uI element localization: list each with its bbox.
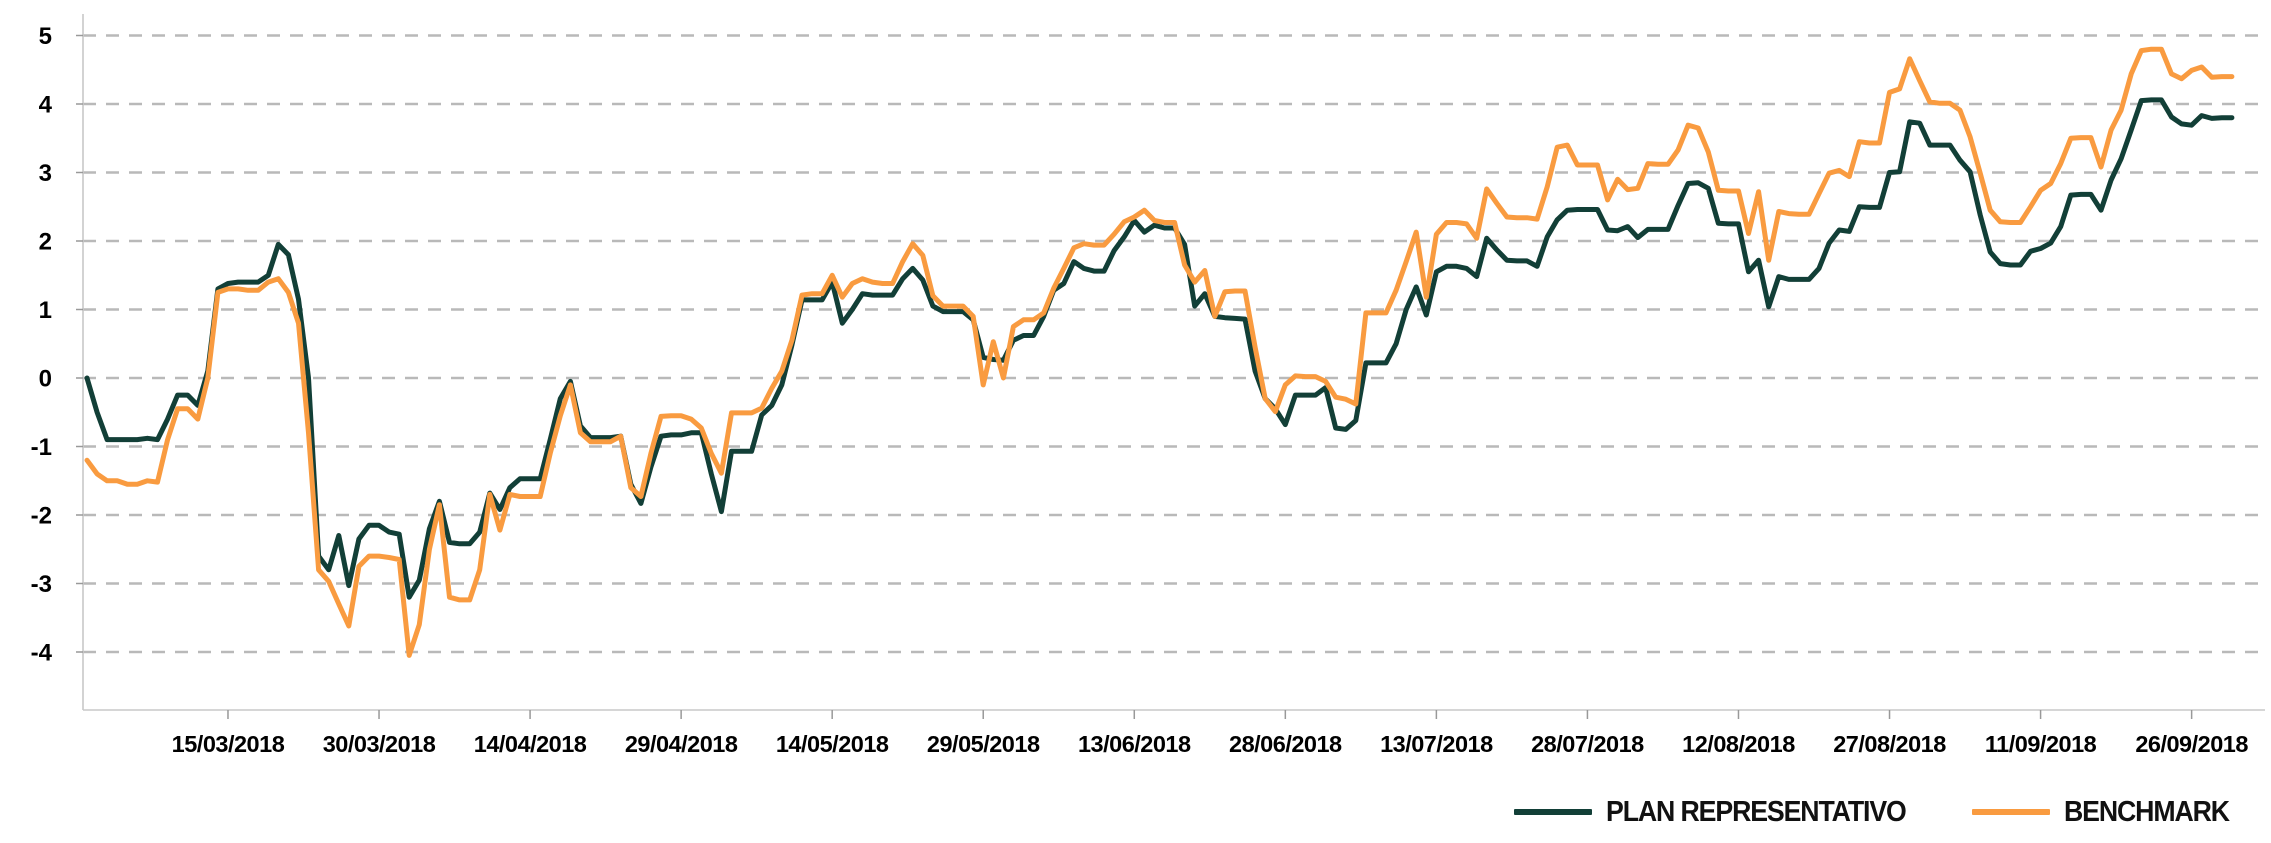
svg-text:13/06/2018: 13/06/2018	[1078, 731, 1191, 757]
benchmark-line	[84, 46, 2235, 658]
svg-text:28/06/2018: 28/06/2018	[1229, 731, 1342, 757]
axis-lines	[82, 14, 2265, 711]
svg-text:4: 4	[39, 92, 53, 119]
svg-text:14/04/2018: 14/04/2018	[474, 731, 587, 757]
axis-ticks	[227, 710, 2193, 719]
svg-text:2: 2	[39, 229, 52, 256]
svg-text:0: 0	[39, 366, 52, 393]
svg-text:14/05/2018: 14/05/2018	[776, 731, 889, 757]
svg-text:-1: -1	[31, 434, 52, 461]
legend-label-plan-representativo: PLAN REPRESENTATIVO	[1605, 795, 1907, 828]
benchmark-line-swatch	[1971, 809, 2050, 815]
svg-text:27/08/2018: 27/08/2018	[1833, 731, 1946, 757]
svg-text:29/05/2018: 29/05/2018	[927, 731, 1040, 757]
chart-legend: PLAN REPRESENTATIVO BENCHMARK	[1513, 789, 2243, 835]
y-axis-labels: 5 4 3 2 1 0 -1 -2 -3 -4	[31, 23, 83, 667]
legend-label-benchmark: BENCHMARK	[2063, 795, 2230, 828]
gridlines	[83, 34, 2265, 654]
svg-text:-2: -2	[31, 503, 52, 530]
svg-text:30/03/2018: 30/03/2018	[323, 731, 436, 757]
svg-text:11/09/2018: 11/09/2018	[1985, 731, 2097, 757]
plan-representativo-line-swatch	[1513, 809, 1592, 815]
svg-text:1: 1	[39, 297, 52, 324]
plan-representativo-line	[84, 97, 2235, 600]
legend-item-plan-representativo: PLAN REPRESENTATIVO	[1513, 795, 1932, 829]
x-axis-labels: 15/03/2018 30/03/2018 14/04/2018 29/04/2018…	[172, 731, 2249, 757]
legend-item-benchmark: BENCHMARK	[1971, 795, 2243, 829]
svg-text:-4: -4	[31, 640, 53, 667]
svg-text:13/07/2018: 13/07/2018	[1380, 731, 1493, 757]
svg-text:12/08/2018: 12/08/2018	[1682, 731, 1795, 757]
svg-text:5: 5	[39, 23, 52, 50]
svg-text:26/09/2018: 26/09/2018	[2135, 731, 2248, 757]
svg-text:15/03/2018: 15/03/2018	[172, 731, 285, 757]
svg-text:-3: -3	[31, 571, 52, 598]
svg-text:28/07/2018: 28/07/2018	[1531, 731, 1644, 757]
svg-text:3: 3	[39, 160, 52, 187]
svg-text:29/04/2018: 29/04/2018	[625, 731, 738, 757]
